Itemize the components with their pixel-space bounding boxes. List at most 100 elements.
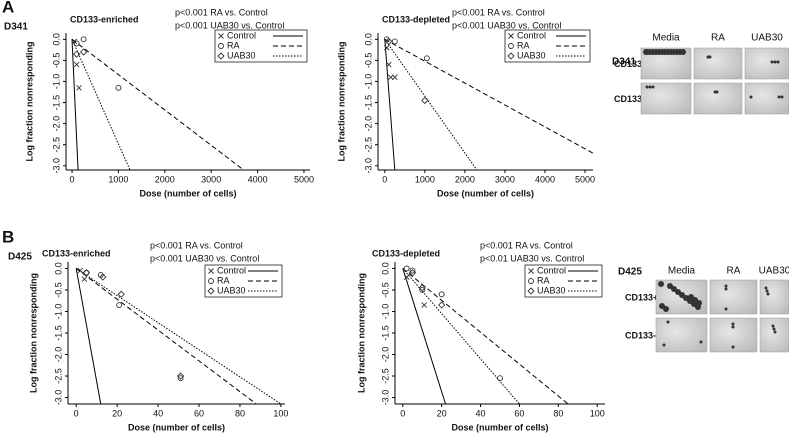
row-label: CD133+ <box>614 59 647 69</box>
x-axis-label: Dose (number of cells) <box>128 422 225 432</box>
data-point <box>82 269 91 277</box>
cell-line-label: D425 <box>8 252 32 263</box>
data-point <box>73 61 80 68</box>
y-tick-label: -2.0 <box>53 347 63 363</box>
data-point <box>387 74 394 81</box>
x-tick-label: 60 <box>514 408 524 418</box>
legend-label: UAB30 <box>217 285 246 295</box>
x-tick-label: 100 <box>590 408 605 418</box>
data-point <box>438 301 446 309</box>
cell-cluster <box>713 90 717 94</box>
cell-cluster <box>666 320 670 324</box>
cell-line-label: D425 <box>618 267 642 278</box>
y-axis-label: Log fraction nonresponding <box>28 273 38 393</box>
annotation: p<0.001 UAB30 vs. Control <box>452 20 561 30</box>
cell-cluster <box>773 330 777 334</box>
x-tick-label: 4000 <box>248 174 268 184</box>
data-point <box>418 284 426 292</box>
y-tick-label: -3.0 <box>380 390 390 406</box>
x-tick-label: 100 <box>273 408 288 418</box>
annotation: p<0.001 RA vs. Control <box>175 7 268 17</box>
cell-cluster <box>764 286 768 290</box>
cell-cluster <box>770 60 774 64</box>
data-point <box>76 84 82 91</box>
cell-cluster <box>658 281 664 287</box>
legend-marker <box>218 43 224 49</box>
y-tick-label: -2.5 <box>363 137 373 153</box>
x-tick-label: 20 <box>112 408 122 418</box>
x-tick-label: 3000 <box>495 174 515 184</box>
x-tick-label: 60 <box>194 408 204 418</box>
legend-marker <box>528 278 534 284</box>
column-label: Media <box>668 266 696 277</box>
data-point <box>116 302 123 308</box>
y-tick-label: -0.5 <box>53 282 63 298</box>
annotation: p<0.001 UAB30 vs. Control <box>175 20 284 30</box>
y-tick-label: -1.5 <box>363 95 373 111</box>
y-tick-label: -1.0 <box>363 74 373 90</box>
micrograph <box>655 317 708 353</box>
x-tick-label: 5000 <box>575 174 595 184</box>
cell-cluster <box>648 85 652 89</box>
legend-label: Control <box>537 265 566 275</box>
x-tick-label: 2000 <box>155 174 175 184</box>
row-label: CD133- <box>625 330 656 340</box>
fit-line <box>75 268 102 405</box>
x-tick-label: 80 <box>553 408 563 418</box>
x-tick-label: 40 <box>153 408 163 418</box>
micrograph <box>744 47 789 80</box>
cell-cluster <box>706 55 710 59</box>
panel-label: A <box>2 0 14 16</box>
legend-label: RA <box>517 40 530 50</box>
cell-cluster <box>731 325 735 329</box>
y-tick-label: -0.5 <box>51 53 61 69</box>
annotation: p<0.001 RA vs. Control <box>452 7 545 17</box>
y-axis-label: Log fraction nonresponding <box>24 42 34 162</box>
y-tick-label: -1.5 <box>51 95 61 111</box>
cell-cluster <box>771 324 775 328</box>
panel-label: B <box>2 227 14 246</box>
data-point <box>79 48 88 56</box>
data-point <box>438 291 445 298</box>
legend-box <box>204 264 283 298</box>
cell-cluster <box>777 95 781 99</box>
x-axis-label: Dose (number of cells) <box>139 188 236 198</box>
y-tick-label: 0.0 <box>51 33 61 46</box>
y-tick-label: -0.5 <box>363 53 373 69</box>
cell-cluster <box>667 283 673 289</box>
y-tick-label: 0.0 <box>363 33 373 46</box>
annotation: p<0.001 UAB30 vs. Control <box>150 253 259 263</box>
x-tick-label: 3000 <box>201 174 221 184</box>
fit-line <box>71 38 244 171</box>
y-tick-label: -1.0 <box>380 304 390 320</box>
data-point <box>383 44 390 51</box>
micrograph <box>693 47 743 80</box>
annotation: p<0.001 RA vs. Control <box>480 240 573 250</box>
fit-line <box>71 39 131 171</box>
cell-cluster <box>688 294 694 300</box>
data-point <box>391 38 398 45</box>
fit-line <box>384 39 478 171</box>
legend-label: Control <box>517 30 546 40</box>
cell-cluster <box>644 49 650 55</box>
annotation: p<0.001 RA vs. Control <box>150 240 243 250</box>
row-label: CD133- <box>614 94 645 104</box>
y-axis-label: Log fraction nonresponding <box>356 273 366 393</box>
column-label: UAB30 <box>751 33 783 44</box>
micrograph <box>709 279 758 315</box>
data-point <box>408 269 417 277</box>
micrograph <box>693 82 743 115</box>
cell-cluster <box>731 345 735 349</box>
legend-marker <box>507 52 515 60</box>
data-point <box>391 74 398 81</box>
data-point <box>385 61 392 68</box>
fit-line <box>75 268 282 405</box>
x-tick-label: 1000 <box>108 174 128 184</box>
cell-cluster <box>776 60 780 64</box>
x-tick-label: 0 <box>70 174 75 184</box>
legend-marker <box>208 278 214 284</box>
chart-title: CD133-enriched <box>70 14 139 24</box>
y-tick-label: -2.0 <box>51 116 61 132</box>
data-point <box>99 273 107 281</box>
cell-cluster <box>772 327 776 331</box>
